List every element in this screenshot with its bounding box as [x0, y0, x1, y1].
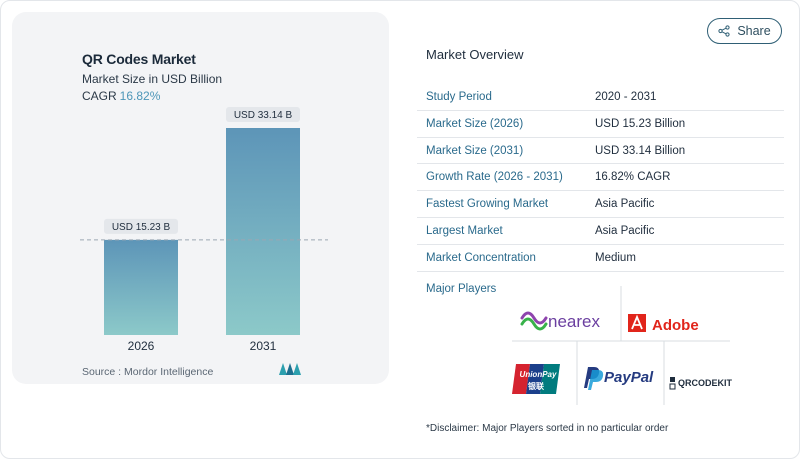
share-label: Share — [737, 24, 771, 38]
bar-chart: USD 15.23 B 2026 USD 33.14 B 2031 — [80, 107, 328, 353]
unionpay-logo: UnionPay 银联 — [512, 364, 560, 394]
overview-row: Market Size (2026) USD 15.23 Billion — [417, 111, 784, 138]
x-tick-label: 2026 — [128, 339, 155, 353]
overview-table: Study Period 2020 - 2031 Market Size (202… — [417, 84, 784, 272]
data-label-bg — [226, 107, 300, 122]
row-value: Asia Pacific — [595, 224, 655, 237]
share-icon — [718, 25, 730, 37]
cagr-label: CAGR — [82, 89, 117, 103]
paypal-wordmark: PayPal — [604, 369, 654, 386]
data-label: USD 15.23 B — [112, 222, 171, 233]
overview-row: Market Concentration Medium — [417, 245, 784, 272]
row-value: 16.82% CAGR — [595, 171, 671, 184]
row-value: USD 15.23 Billion — [595, 117, 686, 130]
overview-row: Largest Market Asia Pacific — [417, 218, 784, 245]
qrcodekit-logo: QRCODEKIT — [669, 377, 733, 390]
bar-2026 — [104, 239, 178, 335]
row-value: Asia Pacific — [595, 198, 655, 211]
row-value: Medium — [595, 251, 636, 264]
row-key: Market Concentration — [426, 251, 536, 264]
major-players-title: Major Players — [426, 283, 497, 295]
mordor-logo-icon — [279, 363, 301, 375]
nearex-logo: nearex — [520, 311, 600, 331]
source-text: Source : Mordor Intelligence — [82, 366, 214, 378]
row-key: Largest Market — [426, 224, 503, 237]
chart-card — [12, 12, 389, 384]
adobe-a-icon — [631, 314, 643, 330]
row-key: Fastest Growing Market — [426, 198, 549, 211]
data-label: USD 33.14 B — [234, 110, 293, 121]
data-label-bg — [104, 218, 178, 234]
chart-title: QR Codes Market — [82, 51, 196, 67]
overview-title: Market Overview — [426, 47, 524, 62]
cagr-value: 16.82% — [119, 89, 161, 103]
x-tick-label: 2031 — [250, 339, 277, 353]
qrcodekit-wordmark: QRCODEKIT — [678, 378, 733, 388]
row-key: Market Size (2026) — [426, 117, 524, 130]
row-key: Growth Rate (2026 - 2031) — [426, 171, 563, 184]
overview-row: Fastest Growing Market Asia Pacific — [417, 191, 784, 218]
row-value: 2020 - 2031 — [595, 91, 657, 103]
bar-2031 — [226, 128, 300, 335]
adobe-wordmark: Adobe — [652, 317, 699, 334]
share-button[interactable]: Share — [707, 18, 782, 44]
row-value: USD 33.14 Billion — [595, 144, 686, 157]
nearex-wordmark: nearex — [548, 312, 600, 331]
overview-row: Study Period 2020 - 2031 — [417, 84, 784, 111]
paypal-logo: PayPal — [584, 367, 654, 390]
row-key: Market Size (2031) — [426, 144, 524, 157]
unionpay-wordmark: UnionPay — [520, 370, 557, 379]
unionpay-cn-wordmark: 银联 — [527, 381, 544, 391]
adobe-logo: Adobe — [628, 314, 699, 334]
nearex-mark-icon — [520, 311, 548, 325]
disclaimer-text: *Disclaimer: Major Players sorted in no … — [426, 423, 669, 434]
overview-row: Growth Rate (2026 - 2031) 16.82% CAGR — [417, 164, 784, 192]
overview-row: Market Size (2031) USD 33.14 Billion — [417, 138, 784, 165]
row-key: Study Period — [426, 91, 492, 103]
chart-cagr: CAGR 16.82% — [82, 89, 160, 103]
chart-subtitle: Market Size in USD Billion — [82, 72, 223, 86]
